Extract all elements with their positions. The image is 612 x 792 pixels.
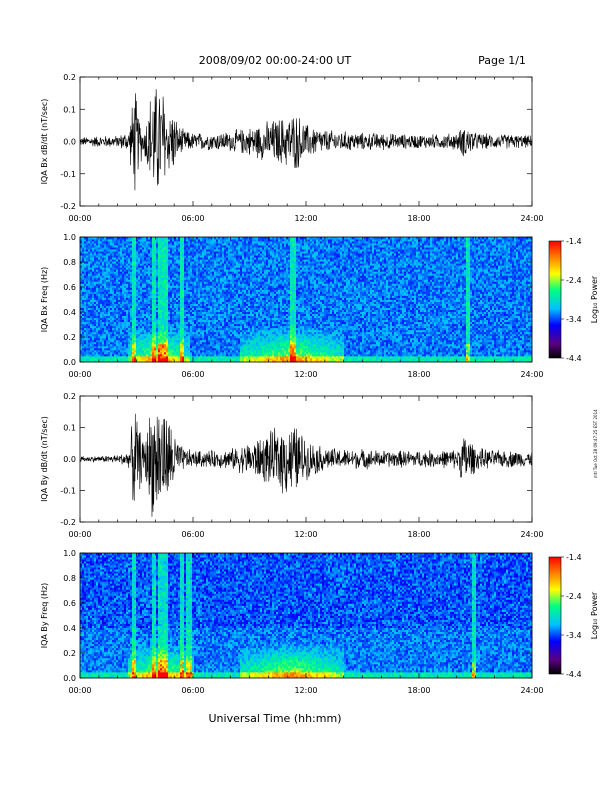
y-tick-label: 0.0 bbox=[63, 138, 76, 147]
page-number: Page 1/1 bbox=[478, 54, 526, 67]
panel-1: 0.2 0.1 0.0 -0.1 -0.2 IQA Bx dB/dt (nT/sec) 00… bbox=[40, 73, 544, 223]
run-stamp: mtl Tue Oct 28 09:47:25 EST 2014 bbox=[593, 409, 598, 478]
spectrogram-cells bbox=[80, 237, 532, 362]
waveform-trace bbox=[80, 89, 532, 190]
x-tick-label: 24:00 bbox=[520, 214, 543, 223]
y-tick-label: 0.1 bbox=[63, 105, 76, 114]
page-title: 2008/09/02 00:00-24:00 UT bbox=[199, 54, 352, 67]
x-tick-label: 00:00 bbox=[68, 214, 91, 223]
y-tick-label: -0.1 bbox=[60, 170, 76, 179]
y-axis-label: IQA Bx dB/dt (nT/sec) bbox=[40, 99, 49, 185]
x-axis-title: Universal Time (hh:mm) bbox=[209, 712, 342, 725]
y-tick-label: 0.2 bbox=[63, 73, 76, 82]
x-tick-label: 06:00 bbox=[181, 214, 204, 223]
x-tick-label: 18:00 bbox=[407, 214, 430, 223]
y-tick-label: -0.2 bbox=[60, 202, 76, 211]
panels: 0.2 0.1 0.0 -0.1 -0.2 IQA Bx dB/dt (nT/sec) 00… bbox=[40, 73, 599, 695]
x-tick-label: 12:00 bbox=[294, 214, 317, 223]
